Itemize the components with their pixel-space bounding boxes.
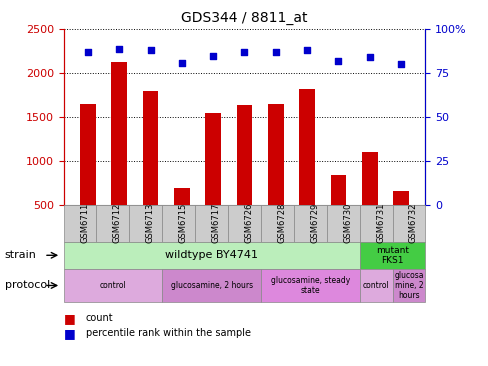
Text: GDS344 / 8811_at: GDS344 / 8811_at [181,11,307,25]
Bar [361,152,377,249]
Text: mutant
FKS1: mutant FKS1 [375,246,408,265]
Text: protocol: protocol [5,280,50,291]
Bar [174,188,189,249]
Point [240,49,248,55]
Point [115,46,123,52]
Text: GSM6732: GSM6732 [408,203,417,243]
Bar [236,105,252,249]
Text: ■: ■ [63,312,75,325]
Point [334,58,342,64]
Point [365,55,373,60]
Point [303,48,310,53]
Text: glucosa
mine, 2
hours: glucosa mine, 2 hours [393,270,423,300]
Bar [205,113,221,249]
Bar [299,89,314,249]
Text: GSM6717: GSM6717 [211,203,220,243]
Bar [111,62,127,249]
Bar [142,91,158,249]
Point [178,60,185,66]
Text: GSM6726: GSM6726 [244,203,253,243]
Text: strain: strain [5,250,37,260]
Text: wildtype BY4741: wildtype BY4741 [165,250,258,260]
Text: percentile rank within the sample: percentile rank within the sample [85,328,250,338]
Text: GSM6712: GSM6712 [113,203,122,243]
Bar [80,104,96,249]
Point [209,53,217,59]
Point [271,49,279,55]
Bar [267,104,283,249]
Text: glucosamine, steady
state: glucosamine, steady state [270,276,349,295]
Text: control: control [100,281,126,290]
Text: GSM6711: GSM6711 [80,203,89,243]
Text: ■: ■ [63,326,75,340]
Point [396,61,404,67]
Point [84,49,92,55]
Text: count: count [85,313,113,324]
Text: GSM6729: GSM6729 [310,203,319,243]
Text: GSM6715: GSM6715 [178,203,187,243]
Bar [330,175,346,249]
Bar [392,191,408,249]
Text: control: control [362,281,388,290]
Text: GSM6728: GSM6728 [277,203,286,243]
Text: GSM6713: GSM6713 [145,203,155,243]
Text: glucosamine, 2 hours: glucosamine, 2 hours [170,281,252,290]
Point [146,48,154,53]
Text: GSM6731: GSM6731 [375,203,384,243]
Text: GSM6730: GSM6730 [343,203,351,243]
